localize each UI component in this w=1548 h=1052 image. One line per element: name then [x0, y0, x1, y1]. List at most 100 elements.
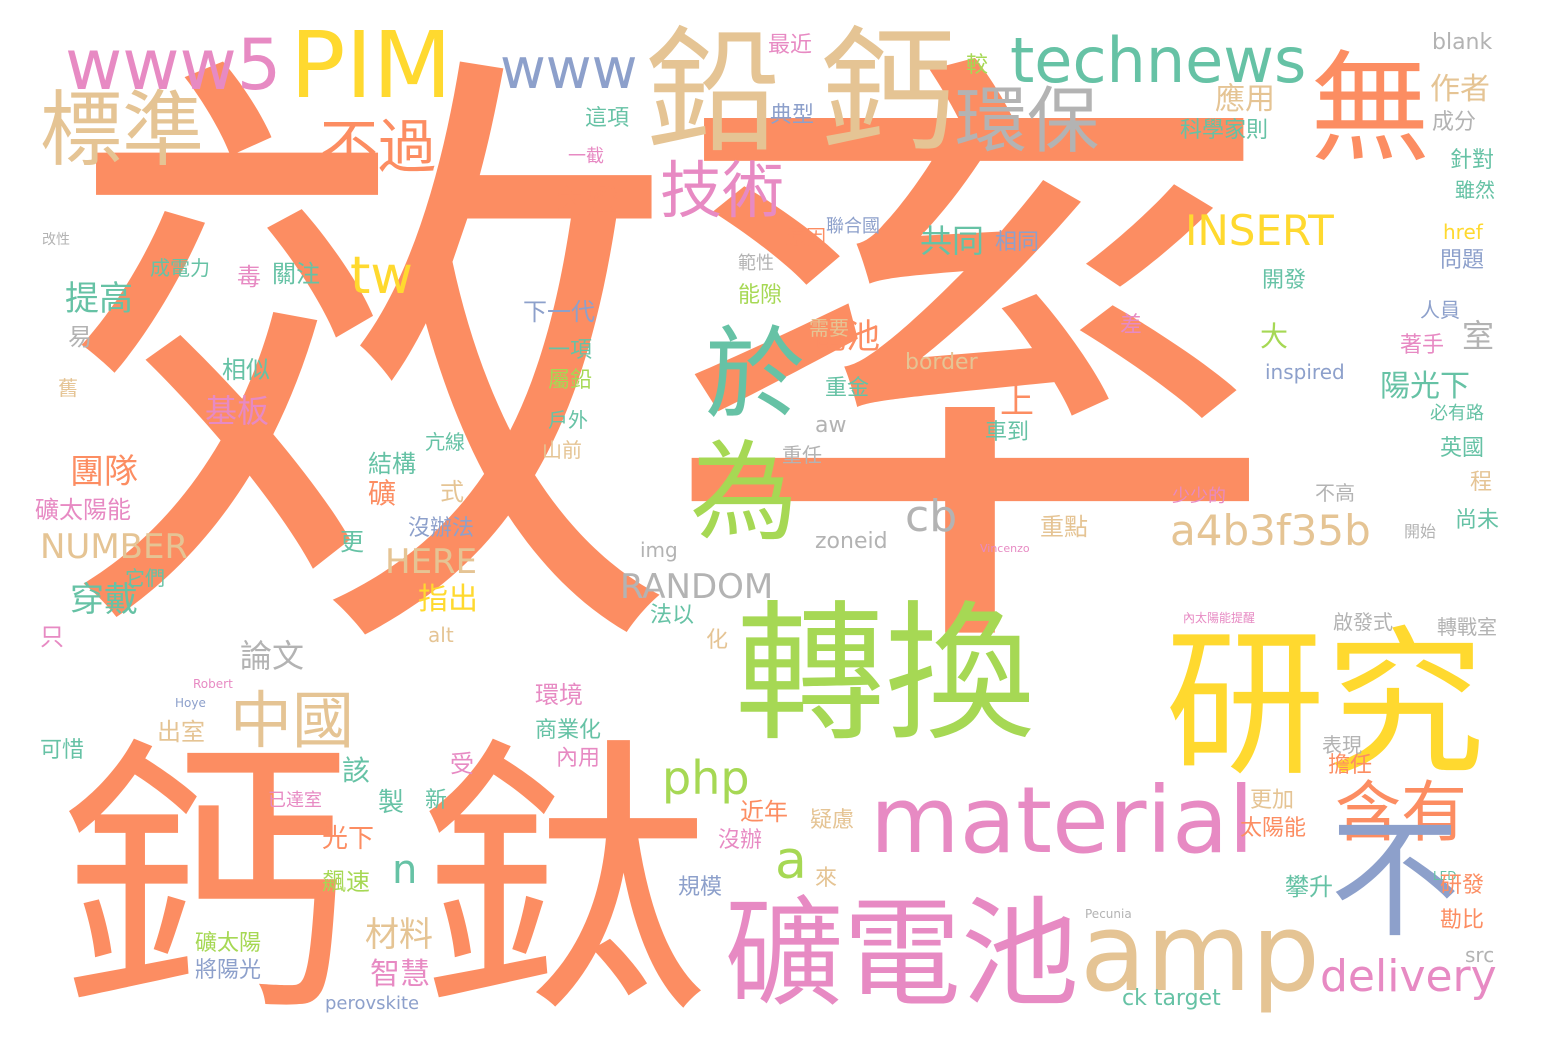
word-lai: 來 — [815, 866, 838, 891]
word-chuandai: 穿戴 — [70, 580, 138, 620]
word-php: php — [662, 751, 750, 805]
word-yanfa: 研發 — [1440, 873, 1485, 898]
word-qifashi: 啟發式 — [1333, 610, 1393, 634]
word-aw: aw — [815, 413, 847, 438]
word-shiyan-mo: 屬鉛 — [548, 368, 593, 393]
word-material: material — [870, 767, 1254, 874]
word-biaoxian: 表現 — [1322, 733, 1362, 757]
word-gai: 該 — [342, 754, 371, 787]
word-shangyehua: 商業化 — [535, 718, 602, 743]
word-jishu: 技術 — [660, 154, 785, 227]
word-renyuan: 人員 — [1420, 298, 1460, 322]
word-delivery: delivery — [1320, 951, 1497, 1002]
word-xin: 新 — [425, 788, 448, 813]
word-target: ck target — [1122, 986, 1221, 1011]
word-gai-top: 鈣 — [820, 14, 955, 171]
word-suiran: 雖然 — [1455, 178, 1495, 202]
word-lunwen: 論文 — [240, 637, 305, 675]
word-biaozhun: 標準 — [40, 83, 205, 178]
word-perovskite: perovskite — [325, 993, 420, 1014]
word-Pecunia: Pecunia — [1085, 907, 1132, 921]
word-PIM: PIM — [290, 12, 452, 119]
word-shangwei: 尚未 — [1455, 508, 1500, 533]
word-tuandui: 團隊 — [70, 452, 138, 492]
word-zhuanhuan: 轉換 — [735, 588, 1036, 762]
word-jiegou: 結構 — [368, 450, 416, 478]
word-gengjia: 更加 — [1250, 788, 1295, 813]
word-guimo: 規模 — [678, 875, 723, 900]
word-zoneid: zoneid — [815, 529, 888, 554]
word-shi: 室 — [1462, 317, 1495, 355]
word-taiyangneng: 太陽能 — [1240, 816, 1307, 841]
word-zhongren: 重任 — [782, 443, 822, 467]
word-bu: 不 — [1330, 804, 1461, 956]
word-kuang: 礦 — [368, 477, 397, 510]
word-img: img — [640, 538, 678, 562]
word-hanyou: 含有 — [1335, 774, 1467, 851]
word-zhi: 只 — [40, 623, 64, 651]
word-jiu: 舊 — [58, 376, 78, 400]
word-yijie: 一截 — [568, 146, 604, 167]
word-dianchi: 電池 — [812, 317, 880, 357]
word-zhexiang: 這項 — [585, 106, 630, 131]
word-xuyao: 需要 — [809, 316, 849, 340]
word-tw: tw — [350, 246, 413, 306]
word-tamen: 它們 — [125, 566, 165, 590]
word-xiangtong: 相同 — [995, 230, 1040, 255]
word-gai-left: 鈣 — [60, 716, 350, 1052]
word-blank: blank — [1432, 30, 1493, 55]
word-HERE: HERE — [385, 542, 478, 582]
word-yuanyin: 原因 — [786, 225, 826, 249]
word-jinnian: 近年 — [740, 798, 788, 826]
word-panshang: 攀升 — [1285, 873, 1333, 901]
word-gaixian: 改性 — [42, 232, 70, 248]
word-tigao: 提高 — [65, 279, 133, 319]
word-meibanfa: 沒辦法 — [408, 516, 475, 541]
word-buguo: 不過 — [320, 113, 437, 181]
word-xiangsi: 相似 — [222, 356, 270, 384]
word-a: a — [775, 831, 807, 891]
word-wenti: 問題 — [1440, 248, 1485, 273]
word-yu: 於 — [705, 316, 805, 433]
word-chushi: 出室 — [157, 718, 205, 746]
word-kuangdianchi: 礦電池 — [725, 885, 1080, 1023]
word-inspired: inspired — [1265, 360, 1345, 384]
word-kuangtaiyangneng: 礦太陽能 — [35, 496, 131, 524]
word-chedao: 車到 — [985, 420, 1030, 445]
word-neideng: 內燈 — [555, 182, 620, 220]
word-neiyong: 內用 — [556, 746, 601, 771]
word-yanjiu: 研究 — [1165, 611, 1486, 798]
word-RANDOM: RANDOM — [620, 567, 774, 607]
word-hua: 化 — [706, 628, 729, 653]
word-yi: 易 — [68, 323, 92, 351]
word-bugao: 不高 — [1315, 481, 1355, 505]
word-jiangyangguang: 將陽光 — [195, 958, 262, 983]
word-a4b3f35b: a4b3f35b — [1170, 506, 1371, 555]
word-buxian: 亢線 — [425, 430, 465, 454]
word-yingguo: 英國 — [1440, 436, 1485, 461]
word-gongtong: 共同 — [920, 222, 985, 260]
word-dandang: 擔任 — [1328, 753, 1373, 778]
word-qian: 鉛 — [645, 14, 780, 171]
word-zhongjin: 重金 — [825, 376, 870, 401]
word-alt: alt — [428, 623, 454, 647]
word-shaoshaode: 少少的 — [1172, 486, 1226, 507]
word-zhuoshou: 著手 — [1400, 333, 1445, 358]
word-shi2: 式 — [440, 478, 464, 506]
word-meiban: 沒辦 — [718, 828, 763, 853]
word-wei: 為 — [690, 431, 799, 556]
word-zuozhe: 作者 — [1430, 72, 1490, 107]
word-geng: 更 — [340, 528, 364, 556]
word-yizhuan: 已達室 — [268, 790, 322, 811]
word-kaifa: 開發 — [1262, 268, 1307, 293]
word-cheng: 程 — [1470, 470, 1493, 495]
word-huanbao: 環保 — [955, 79, 1100, 163]
word-guanzhu: 關注 — [272, 260, 320, 288]
word-keixi: 可惜 — [40, 738, 85, 763]
word-nengxi: 能隙 — [738, 283, 783, 308]
word-cailiao: 材料 — [365, 915, 433, 955]
word-yixiang: 一項 — [548, 338, 593, 363]
word-cb: cb — [905, 491, 958, 542]
word-bixulu: 必有路 — [1430, 403, 1484, 424]
